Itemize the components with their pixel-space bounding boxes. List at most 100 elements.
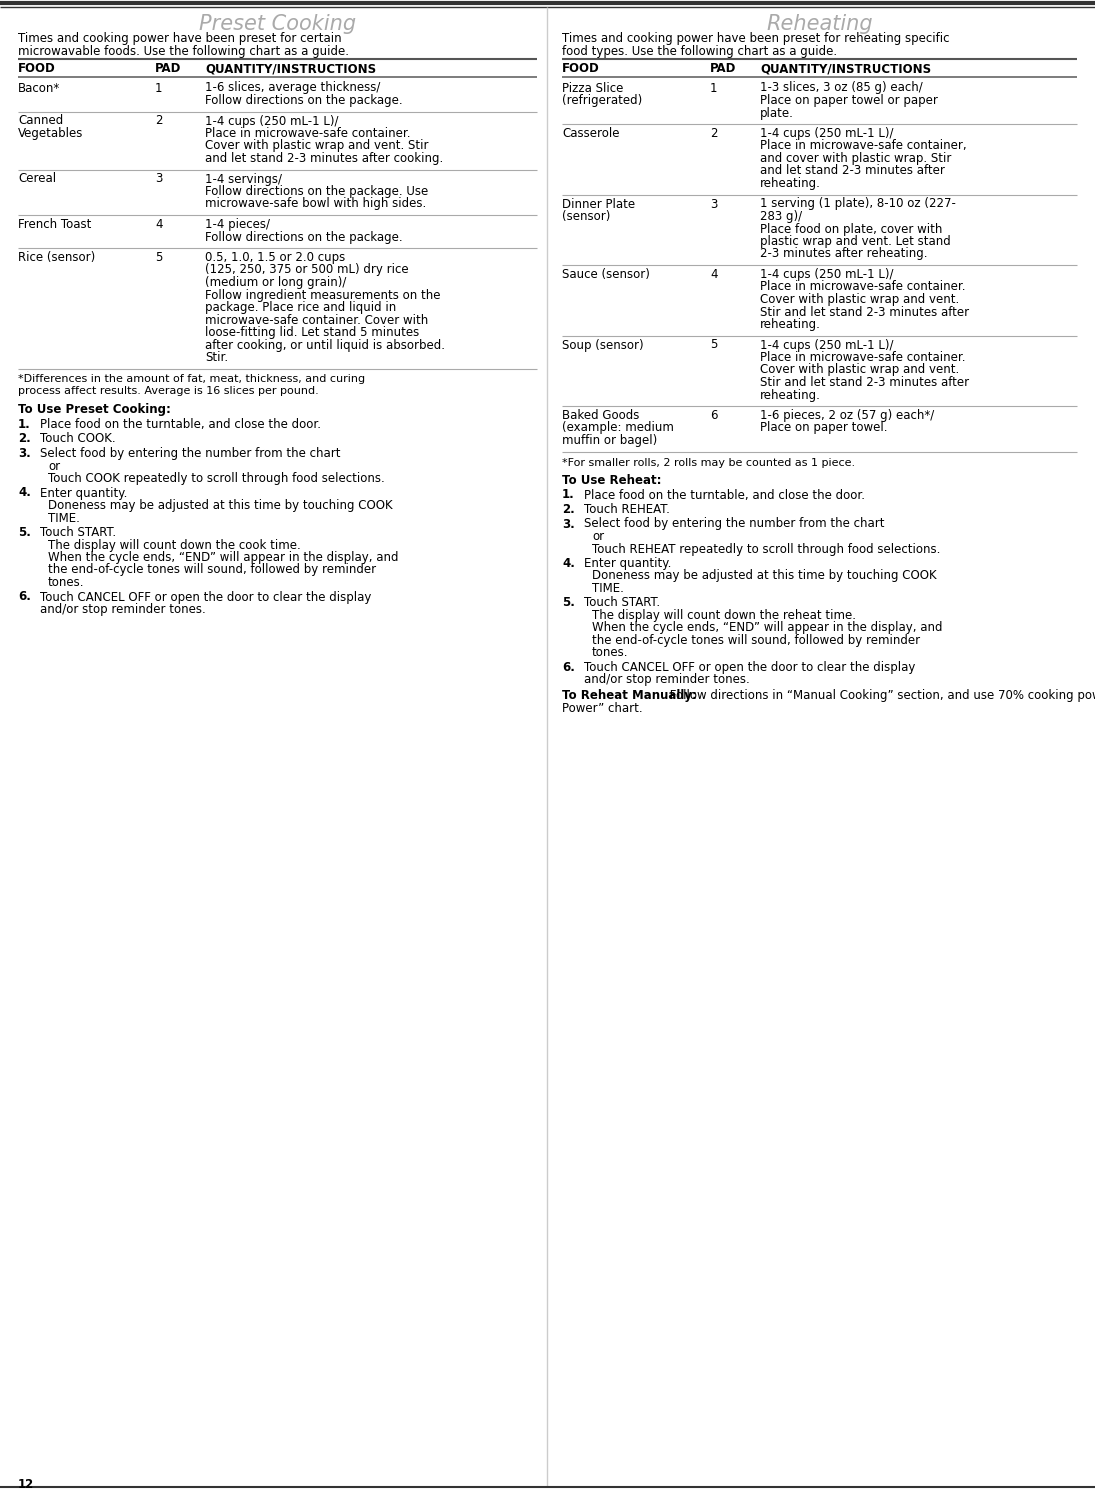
Text: tones.: tones. [48, 576, 84, 589]
Text: (medium or long grain)/: (medium or long grain)/ [205, 276, 346, 289]
Text: 5: 5 [710, 339, 717, 352]
Text: 4: 4 [155, 218, 162, 231]
Text: To Reheat Manually:: To Reheat Manually: [562, 689, 696, 703]
Text: FOOD: FOOD [18, 63, 56, 75]
Text: Touch CANCEL OFF or open the door to clear the display: Touch CANCEL OFF or open the door to cle… [584, 661, 915, 674]
Text: Casserole: Casserole [562, 127, 620, 140]
Text: Rice (sensor): Rice (sensor) [18, 251, 95, 264]
Text: *Differences in the amount of fat, meat, thickness, and curing: *Differences in the amount of fat, meat,… [18, 374, 365, 385]
Text: TIME.: TIME. [48, 512, 80, 525]
Text: Times and cooking power have been preset for certain: Times and cooking power have been preset… [18, 31, 342, 45]
Text: 1: 1 [710, 82, 717, 94]
Text: and/or stop reminder tones.: and/or stop reminder tones. [584, 673, 750, 686]
Text: Enter quantity.: Enter quantity. [584, 557, 671, 570]
Text: Reheating: Reheating [766, 13, 873, 34]
Text: food types. Use the following chart as a guide.: food types. Use the following chart as a… [562, 45, 837, 58]
Text: Touch COOK repeatedly to scroll through food selections.: Touch COOK repeatedly to scroll through … [48, 471, 384, 485]
Text: and cover with plastic wrap. Stir: and cover with plastic wrap. Stir [760, 152, 952, 166]
Text: Place on paper towel or paper: Place on paper towel or paper [760, 94, 938, 107]
Text: plate.: plate. [760, 106, 794, 119]
Text: reheating.: reheating. [760, 318, 821, 331]
Text: and let stand 2-3 minutes after: and let stand 2-3 minutes after [760, 164, 945, 178]
Text: Touch REHEAT.: Touch REHEAT. [584, 503, 670, 516]
Text: Place in microwave-safe container.: Place in microwave-safe container. [205, 127, 411, 140]
Text: Follow ingredient measurements on the: Follow ingredient measurements on the [205, 288, 440, 301]
Text: 3: 3 [155, 173, 162, 185]
Text: Follow directions on the package.: Follow directions on the package. [205, 94, 403, 107]
Text: microwave-safe container. Cover with: microwave-safe container. Cover with [205, 313, 428, 327]
Text: TIME.: TIME. [592, 582, 624, 595]
Text: 1.: 1. [18, 418, 31, 431]
Text: Cereal: Cereal [18, 173, 56, 185]
Text: Power” chart.: Power” chart. [562, 701, 643, 715]
Text: Doneness may be adjusted at this time by touching COOK: Doneness may be adjusted at this time by… [592, 570, 936, 582]
Text: 0.5, 1.0, 1.5 or 2.0 cups: 0.5, 1.0, 1.5 or 2.0 cups [205, 251, 345, 264]
Text: (refrigerated): (refrigerated) [562, 94, 643, 107]
Text: 3: 3 [710, 197, 717, 210]
Text: (125, 250, 375 or 500 mL) dry rice: (125, 250, 375 or 500 mL) dry rice [205, 264, 408, 276]
Text: or: or [592, 530, 604, 543]
Text: 2.: 2. [562, 503, 575, 516]
Text: 4.: 4. [18, 486, 31, 500]
Text: Stir and let stand 2-3 minutes after: Stir and let stand 2-3 minutes after [760, 376, 969, 389]
Text: 283 g)/: 283 g)/ [760, 210, 803, 222]
Text: To Use Reheat:: To Use Reheat: [562, 474, 661, 486]
Text: 1-4 servings/: 1-4 servings/ [205, 173, 283, 185]
Text: 5.: 5. [18, 527, 31, 539]
Text: process affect results. Average is 16 slices per pound.: process affect results. Average is 16 sl… [18, 386, 319, 395]
Text: 3.: 3. [562, 518, 575, 531]
Text: 3.: 3. [18, 448, 31, 460]
Text: 5: 5 [155, 251, 162, 264]
Text: package. Place rice and liquid in: package. Place rice and liquid in [205, 301, 396, 313]
Text: Touch REHEAT repeatedly to scroll through food selections.: Touch REHEAT repeatedly to scroll throug… [592, 543, 941, 555]
Text: 1-6 pieces, 2 oz (57 g) each*/: 1-6 pieces, 2 oz (57 g) each*/ [760, 409, 934, 422]
Text: Touch COOK.: Touch COOK. [41, 433, 116, 446]
Text: Sauce (sensor): Sauce (sensor) [562, 269, 649, 280]
Text: 6: 6 [710, 409, 717, 422]
Text: 2.: 2. [18, 433, 31, 446]
Text: Touch START.: Touch START. [584, 597, 660, 610]
Text: Cover with plastic wrap and vent. Stir: Cover with plastic wrap and vent. Stir [205, 139, 428, 152]
Text: 4: 4 [710, 269, 717, 280]
Text: Dinner Plate: Dinner Plate [562, 197, 635, 210]
Text: Enter quantity.: Enter quantity. [41, 486, 127, 500]
Text: Cover with plastic wrap and vent.: Cover with plastic wrap and vent. [760, 292, 959, 306]
Text: 1-4 cups (250 mL-1 L)/: 1-4 cups (250 mL-1 L)/ [760, 269, 894, 280]
Text: Place on paper towel.: Place on paper towel. [760, 422, 888, 434]
Text: 2: 2 [710, 127, 717, 140]
Text: 1-6 slices, average thickness/: 1-6 slices, average thickness/ [205, 82, 380, 94]
Text: and let stand 2-3 minutes after cooking.: and let stand 2-3 minutes after cooking. [205, 152, 443, 166]
Text: Stir.: Stir. [205, 351, 228, 364]
Text: Follow directions on the package.: Follow directions on the package. [205, 230, 403, 243]
Text: Touch CANCEL OFF or open the door to clear the display: Touch CANCEL OFF or open the door to cle… [41, 591, 371, 603]
Text: FOOD: FOOD [562, 63, 600, 75]
Text: 1.: 1. [562, 488, 575, 501]
Text: Follow directions in “Manual Cooking” section, and use 70% cooking power. See “M: Follow directions in “Manual Cooking” se… [667, 689, 1095, 703]
Text: and/or stop reminder tones.: and/or stop reminder tones. [41, 603, 206, 616]
Text: 1-3 slices, 3 oz (85 g) each/: 1-3 slices, 3 oz (85 g) each/ [760, 82, 923, 94]
Text: Place food on the turntable, and close the door.: Place food on the turntable, and close t… [584, 488, 865, 501]
Text: Place in microwave-safe container.: Place in microwave-safe container. [760, 351, 966, 364]
Text: 1-4 cups (250 mL-1 L)/: 1-4 cups (250 mL-1 L)/ [760, 339, 894, 352]
Text: tones.: tones. [592, 646, 629, 659]
Text: French Toast: French Toast [18, 218, 91, 231]
Text: Select food by entering the number from the chart: Select food by entering the number from … [584, 518, 885, 531]
Text: Pizza Slice: Pizza Slice [562, 82, 623, 94]
Text: microwavable foods. Use the following chart as a guide.: microwavable foods. Use the following ch… [18, 45, 349, 58]
Text: (sensor): (sensor) [562, 210, 610, 222]
Text: QUANTITY/INSTRUCTIONS: QUANTITY/INSTRUCTIONS [760, 63, 931, 75]
Text: Follow directions on the package. Use: Follow directions on the package. Use [205, 185, 428, 198]
Text: Vegetables: Vegetables [18, 127, 83, 140]
Text: The display will count down the cook time.: The display will count down the cook tim… [48, 539, 301, 552]
Text: Cover with plastic wrap and vent.: Cover with plastic wrap and vent. [760, 364, 959, 376]
Text: 2-3 minutes after reheating.: 2-3 minutes after reheating. [760, 248, 927, 261]
Text: When the cycle ends, “END” will appear in the display, and: When the cycle ends, “END” will appear i… [48, 551, 399, 564]
Text: Place in microwave-safe container,: Place in microwave-safe container, [760, 139, 967, 152]
Text: microwave-safe bowl with high sides.: microwave-safe bowl with high sides. [205, 197, 426, 210]
Text: or: or [48, 460, 60, 473]
Text: after cooking, or until liquid is absorbed.: after cooking, or until liquid is absorb… [205, 339, 445, 352]
Text: the end-of-cycle tones will sound, followed by reminder: the end-of-cycle tones will sound, follo… [48, 564, 376, 576]
Text: loose-fitting lid. Let stand 5 minutes: loose-fitting lid. Let stand 5 minutes [205, 325, 419, 339]
Text: 1-4 cups (250 mL-1 L)/: 1-4 cups (250 mL-1 L)/ [760, 127, 894, 140]
Text: PAD: PAD [710, 63, 736, 75]
